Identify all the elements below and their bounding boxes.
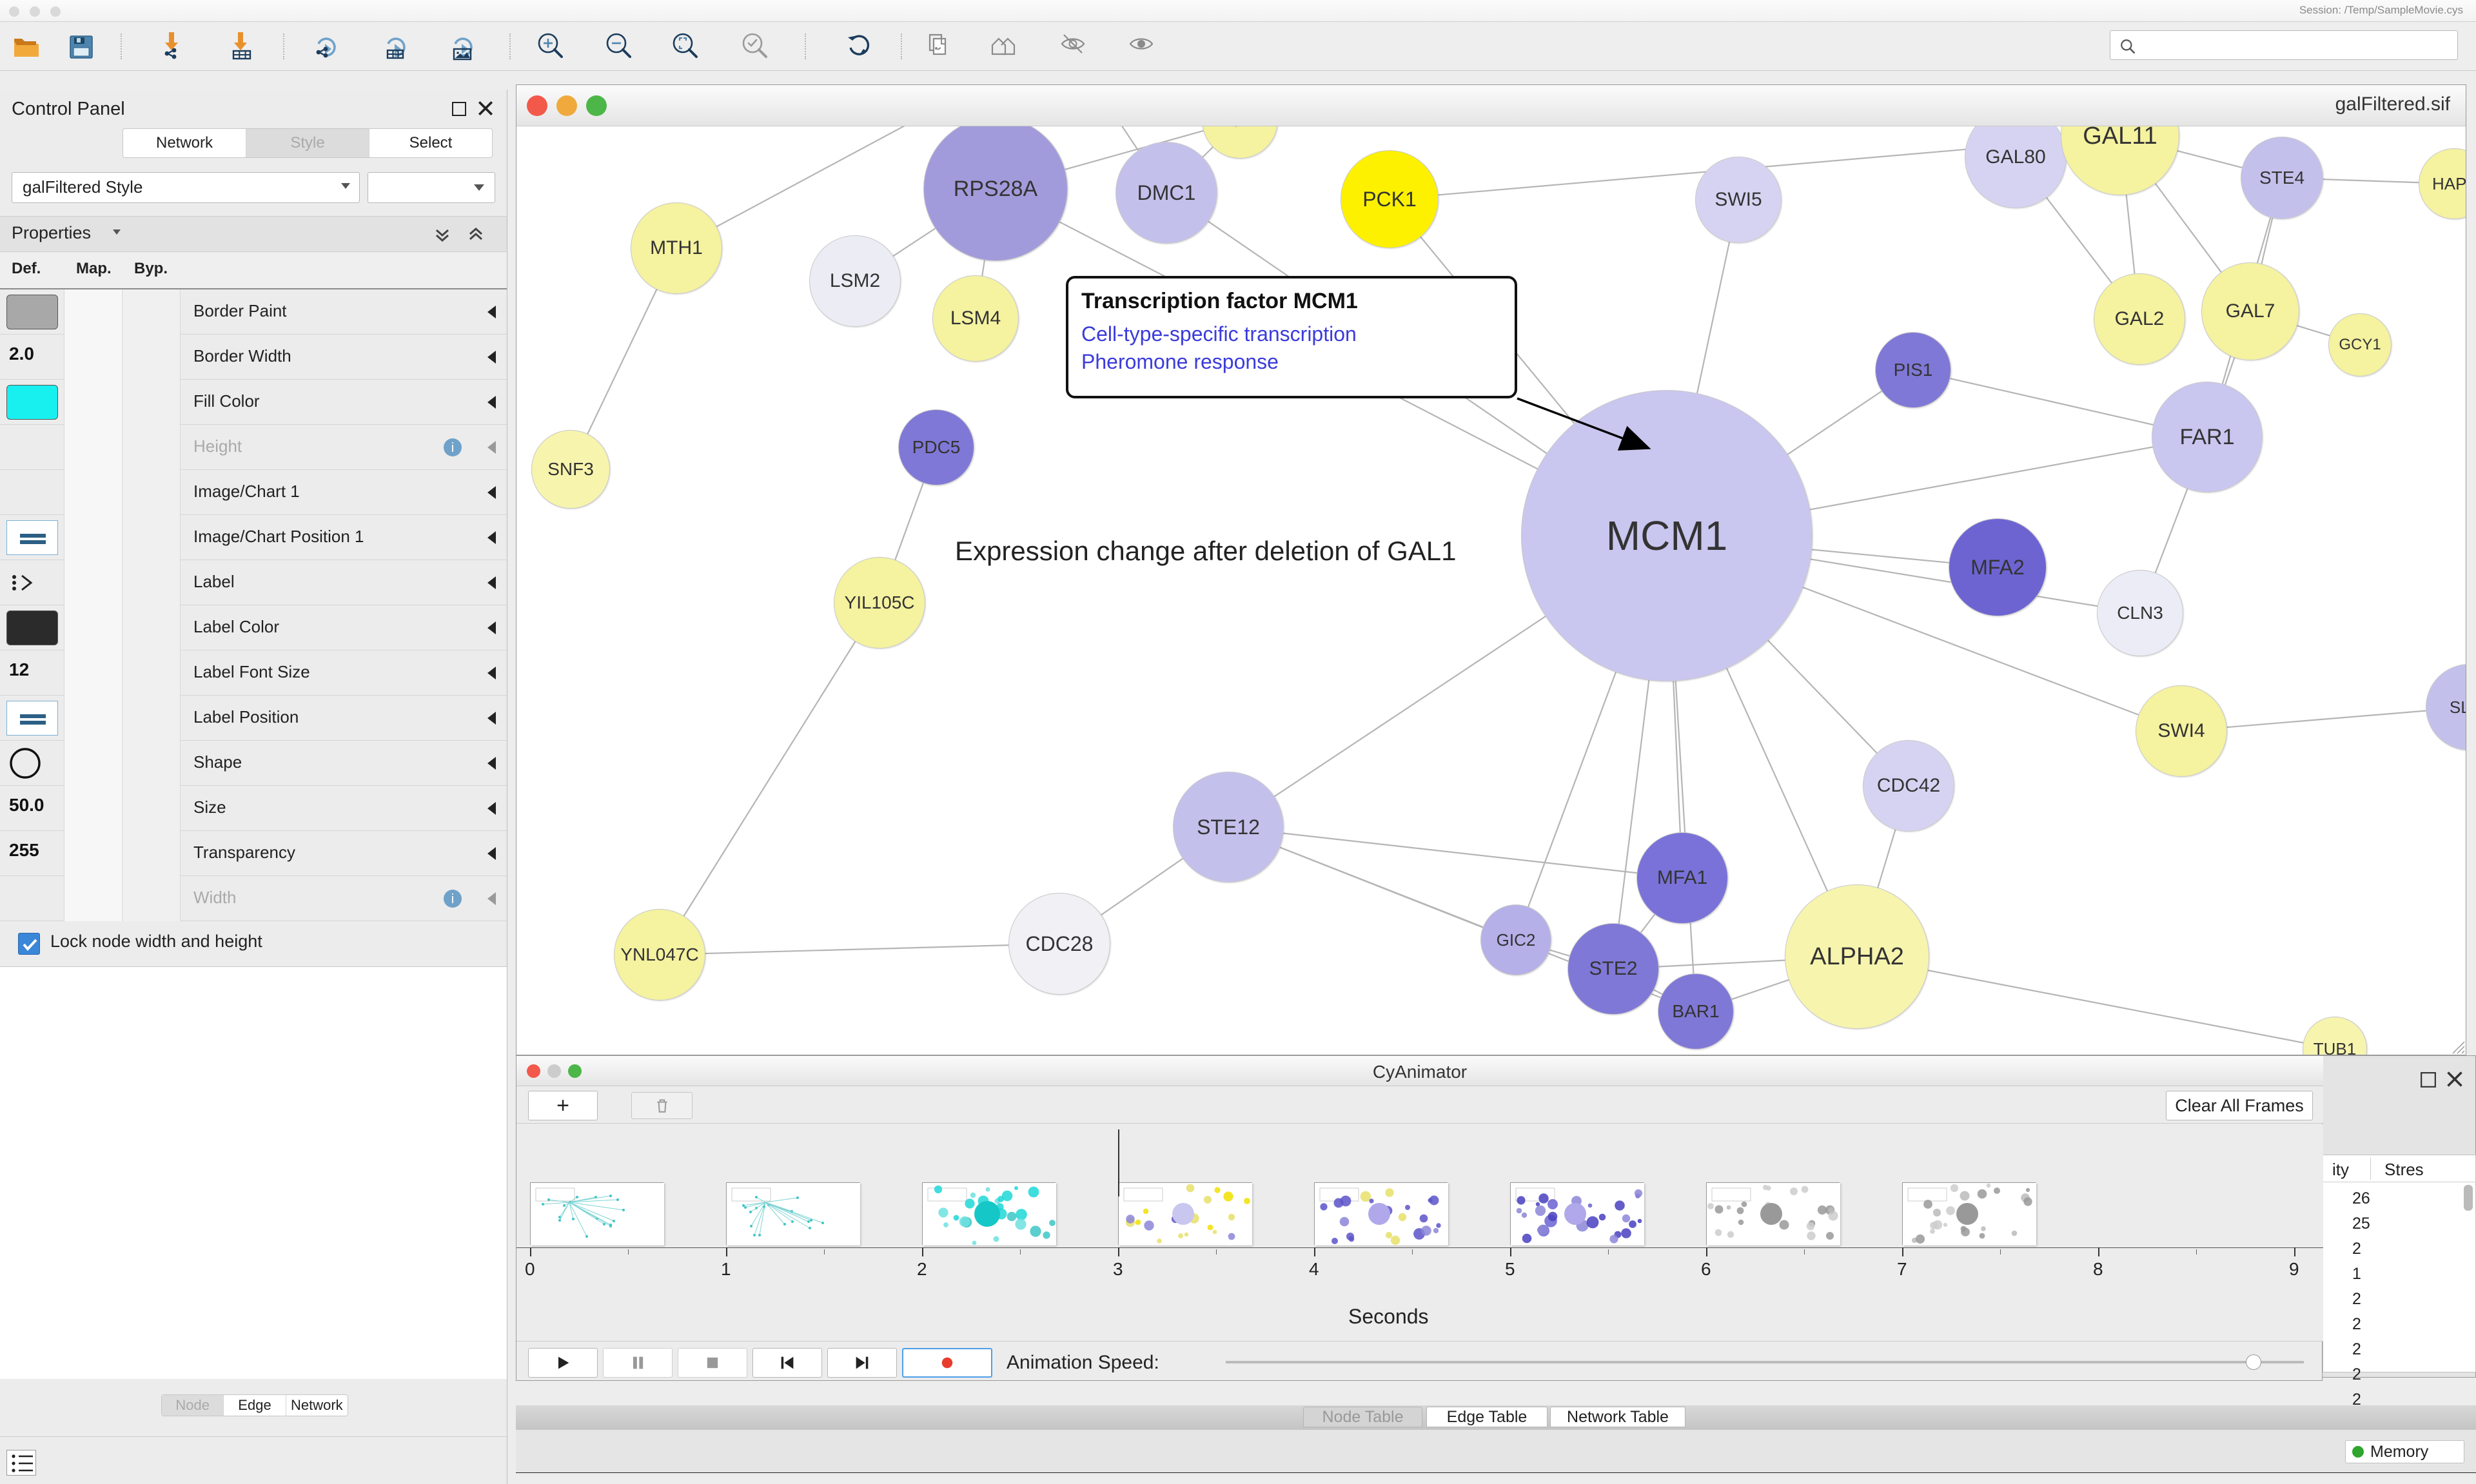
svg-text:i: i: [451, 892, 454, 906]
svg-text:i: i: [451, 441, 454, 455]
